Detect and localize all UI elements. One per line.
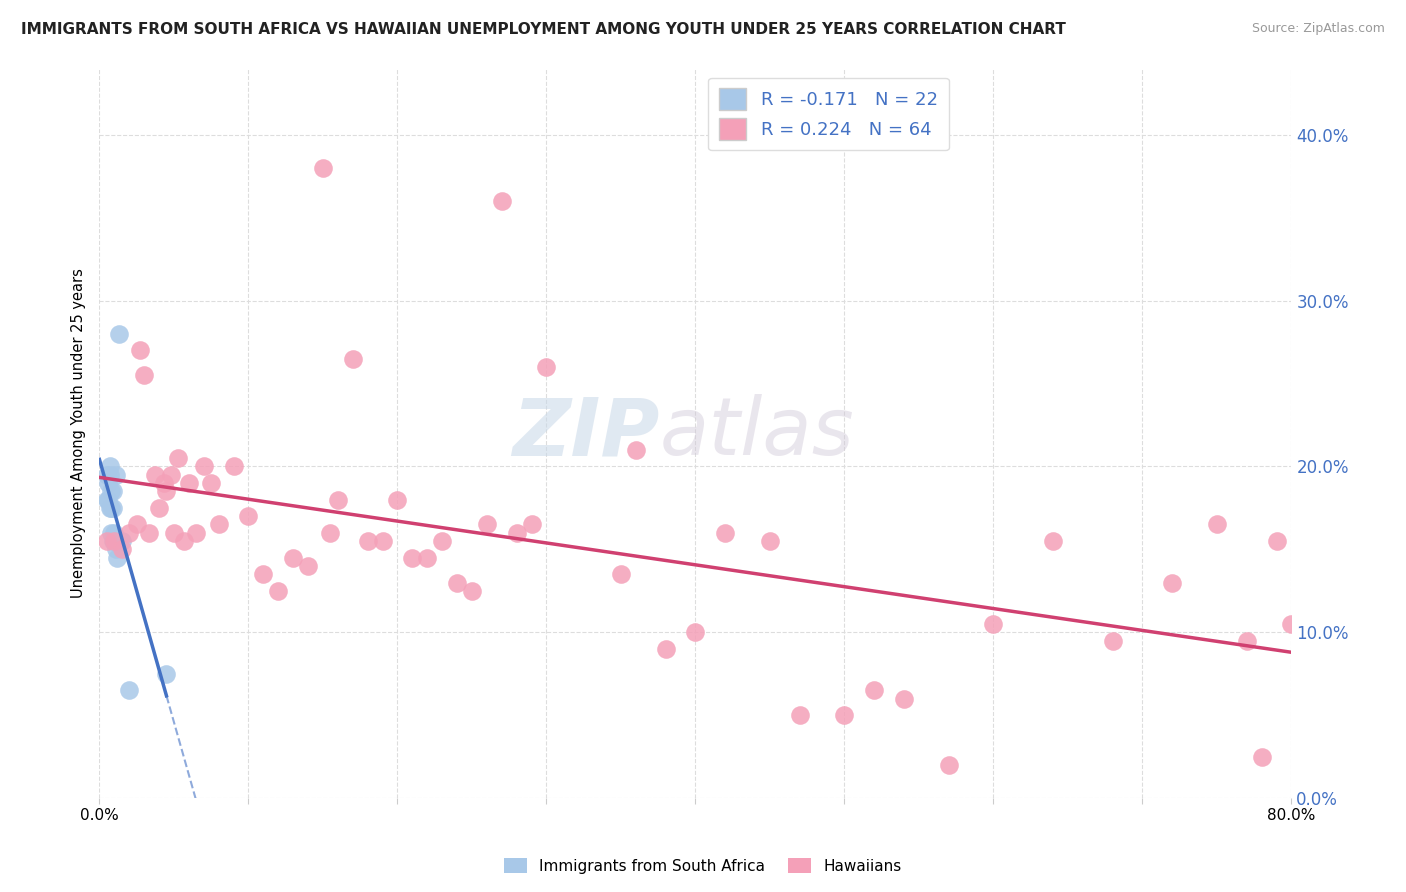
Point [536, 359, 558, 374]
Point [281, 550, 304, 565]
Point [105, 550, 128, 565]
Point [177, 476, 200, 491]
Point [103, 525, 125, 540]
Point [98, 500, 121, 515]
Point [96, 467, 118, 482]
Point [319, 525, 342, 540]
Point [1236, 633, 1258, 648]
Point [163, 525, 186, 540]
Point [238, 509, 260, 524]
Point [96, 492, 118, 507]
Point [98, 467, 121, 482]
Point [312, 161, 335, 175]
Point [107, 326, 129, 341]
Point [118, 683, 141, 698]
Point [143, 467, 166, 482]
Point [186, 525, 208, 540]
Text: IMMIGRANTS FROM SOUTH AFRICA VS HAWAIIAN UNEMPLOYMENT AMONG YOUTH UNDER 25 YEARS: IMMIGRANTS FROM SOUTH AFRICA VS HAWAIIAN… [21, 22, 1066, 37]
Point [446, 575, 468, 590]
Point [356, 534, 378, 549]
Point [100, 500, 122, 515]
Point [938, 758, 960, 772]
Text: atlas: atlas [659, 394, 855, 472]
Text: Source: ZipAtlas.com: Source: ZipAtlas.com [1251, 22, 1385, 36]
Point [1042, 534, 1064, 549]
Point [103, 534, 125, 549]
Point [152, 476, 174, 491]
Point [128, 343, 150, 358]
Point [134, 368, 156, 383]
Point [222, 459, 245, 474]
Point [893, 691, 915, 706]
Point [416, 550, 439, 565]
Point [98, 459, 121, 474]
Point [138, 525, 160, 540]
Point [461, 583, 484, 598]
Point [1161, 575, 1184, 590]
Point [160, 467, 183, 482]
Point [101, 484, 124, 499]
Point [200, 476, 222, 491]
Point [297, 558, 319, 573]
Point [111, 534, 134, 549]
Point [863, 683, 886, 698]
Point [118, 525, 141, 540]
Point [491, 194, 513, 209]
Y-axis label: Unemployment Among Youth under 25 years: Unemployment Among Youth under 25 years [72, 268, 86, 599]
Point [100, 525, 122, 540]
Point [685, 625, 707, 640]
Point [1206, 517, 1229, 532]
Point [1265, 534, 1288, 549]
Point [155, 484, 177, 499]
Point [100, 484, 122, 499]
Point [155, 666, 177, 681]
Point [267, 583, 290, 598]
Point [208, 517, 231, 532]
Point [624, 442, 647, 457]
Point [101, 534, 124, 549]
Point [103, 534, 125, 549]
Point [148, 500, 170, 515]
Point [111, 542, 134, 557]
Point [1101, 633, 1123, 648]
Point [387, 492, 409, 507]
Legend: R = -0.171   N = 22, R = 0.224   N = 64: R = -0.171 N = 22, R = 0.224 N = 64 [709, 78, 949, 151]
Point [759, 534, 782, 549]
Point [101, 500, 124, 515]
Point [326, 492, 349, 507]
Point [401, 550, 423, 565]
Point [505, 525, 527, 540]
Point [654, 641, 676, 656]
Point [167, 451, 190, 466]
Point [97, 476, 120, 491]
Point [983, 617, 1005, 632]
Point [475, 517, 498, 532]
Point [193, 459, 215, 474]
Point [714, 525, 737, 540]
Point [789, 708, 811, 723]
Point [173, 534, 195, 549]
Point [104, 467, 127, 482]
Point [96, 534, 118, 549]
Point [610, 567, 633, 582]
Point [342, 351, 364, 366]
Text: ZIP: ZIP [512, 394, 659, 472]
Point [1250, 749, 1272, 764]
Point [125, 517, 148, 532]
Point [371, 534, 394, 549]
Point [1281, 617, 1303, 632]
Point [520, 517, 543, 532]
Point [834, 708, 856, 723]
Point [104, 542, 127, 557]
Point [252, 567, 274, 582]
Point [430, 534, 453, 549]
Legend: Immigrants from South Africa, Hawaiians: Immigrants from South Africa, Hawaiians [498, 852, 908, 880]
Point [97, 492, 120, 507]
